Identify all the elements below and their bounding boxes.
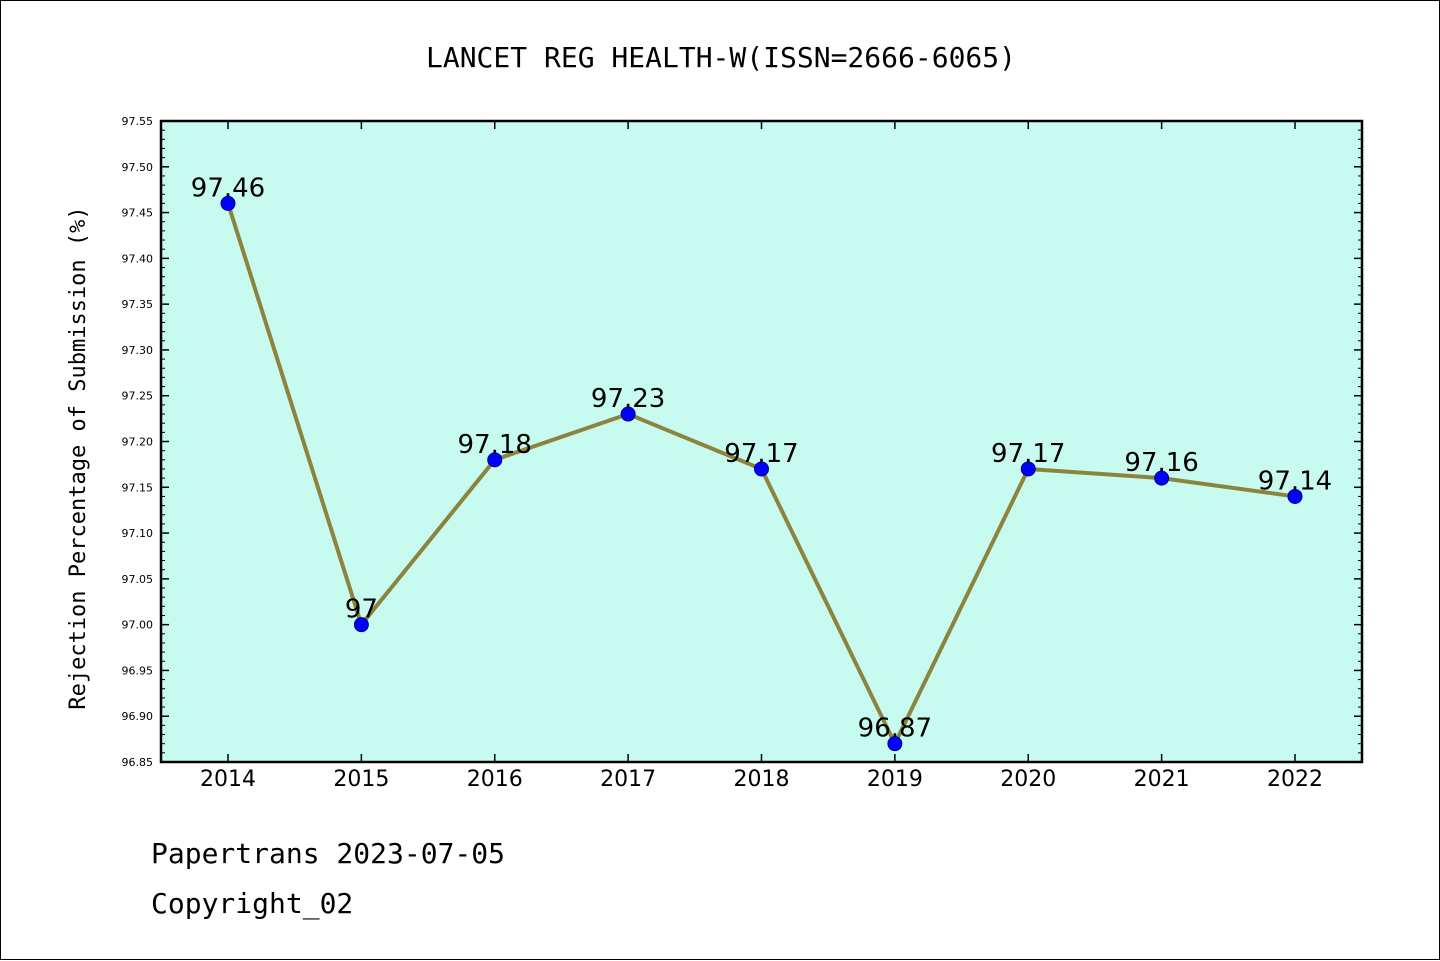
data-point: [1287, 488, 1303, 504]
chart-title: LANCET REG HEALTH-W(ISSN=2666-6065): [426, 41, 1016, 74]
data-label: 97.46: [191, 173, 265, 203]
footer-copyright: Copyright_02: [151, 887, 354, 920]
data-point: [220, 195, 236, 211]
x-tick-label: 2019: [867, 767, 923, 792]
y-tick-label: 97.35: [122, 298, 154, 311]
data-label: 97.16: [1124, 448, 1198, 478]
data-label: 97: [345, 595, 378, 625]
x-tick-label: 2018: [734, 767, 790, 792]
data-label: 96.87: [858, 714, 932, 744]
plot-area: [161, 121, 1362, 762]
data-point: [1020, 461, 1036, 477]
data-label: 97.23: [591, 384, 665, 414]
y-tick-label: 97.05: [122, 573, 154, 586]
data-label: 97.18: [458, 430, 532, 460]
data-label: 97.17: [724, 439, 798, 469]
y-tick-label: 97.10: [122, 527, 154, 540]
data-point: [620, 406, 636, 422]
y-tick-label: 97.15: [122, 481, 154, 494]
y-tick-label: 97.00: [122, 619, 154, 632]
x-tick-label: 2016: [467, 767, 523, 792]
y-tick-label: 97.25: [122, 390, 154, 403]
data-label: 97.14: [1258, 466, 1332, 496]
y-tick-label: 97.40: [122, 252, 154, 265]
data-label: 97.17: [991, 439, 1065, 469]
data-point: [487, 452, 503, 468]
y-tick-label: 97.50: [122, 161, 154, 174]
data-point: [1154, 470, 1170, 486]
plot-border: [159, 119, 1364, 764]
y-tick-label: 97.20: [122, 436, 154, 449]
x-axis: 2014 2015 2016 2017 2018 2019 2020 2021 2022: [200, 121, 1323, 792]
x-tick-label: 2015: [333, 767, 389, 792]
y-tick-label: 96.85: [122, 756, 154, 769]
y-tick-label: 96.95: [122, 664, 154, 677]
data-point: [353, 617, 369, 633]
x-tick-label: 2020: [1000, 767, 1056, 792]
y-axis: 96.85 96.90 96.95 97.00 97.05 97.10 97.15 97.20…: [122, 115, 1362, 769]
x-tick-label: 2014: [200, 767, 256, 792]
x-tick-label: 2022: [1267, 767, 1323, 792]
data-point: [754, 461, 769, 477]
footer-date: Papertrans 2023-07-05: [151, 837, 506, 870]
data-point: [887, 736, 903, 752]
x-tick-label: 2017: [600, 767, 656, 792]
y-tick-label: 97.55: [122, 115, 154, 128]
y-tick-label: 96.90: [122, 710, 154, 723]
x-tick-label: 2021: [1134, 767, 1190, 792]
y-tick-label: 97.45: [122, 207, 154, 220]
y-tick-label: 97.30: [122, 344, 154, 357]
y-axis-label: Rejection Percentage of Submission (%): [66, 206, 91, 709]
